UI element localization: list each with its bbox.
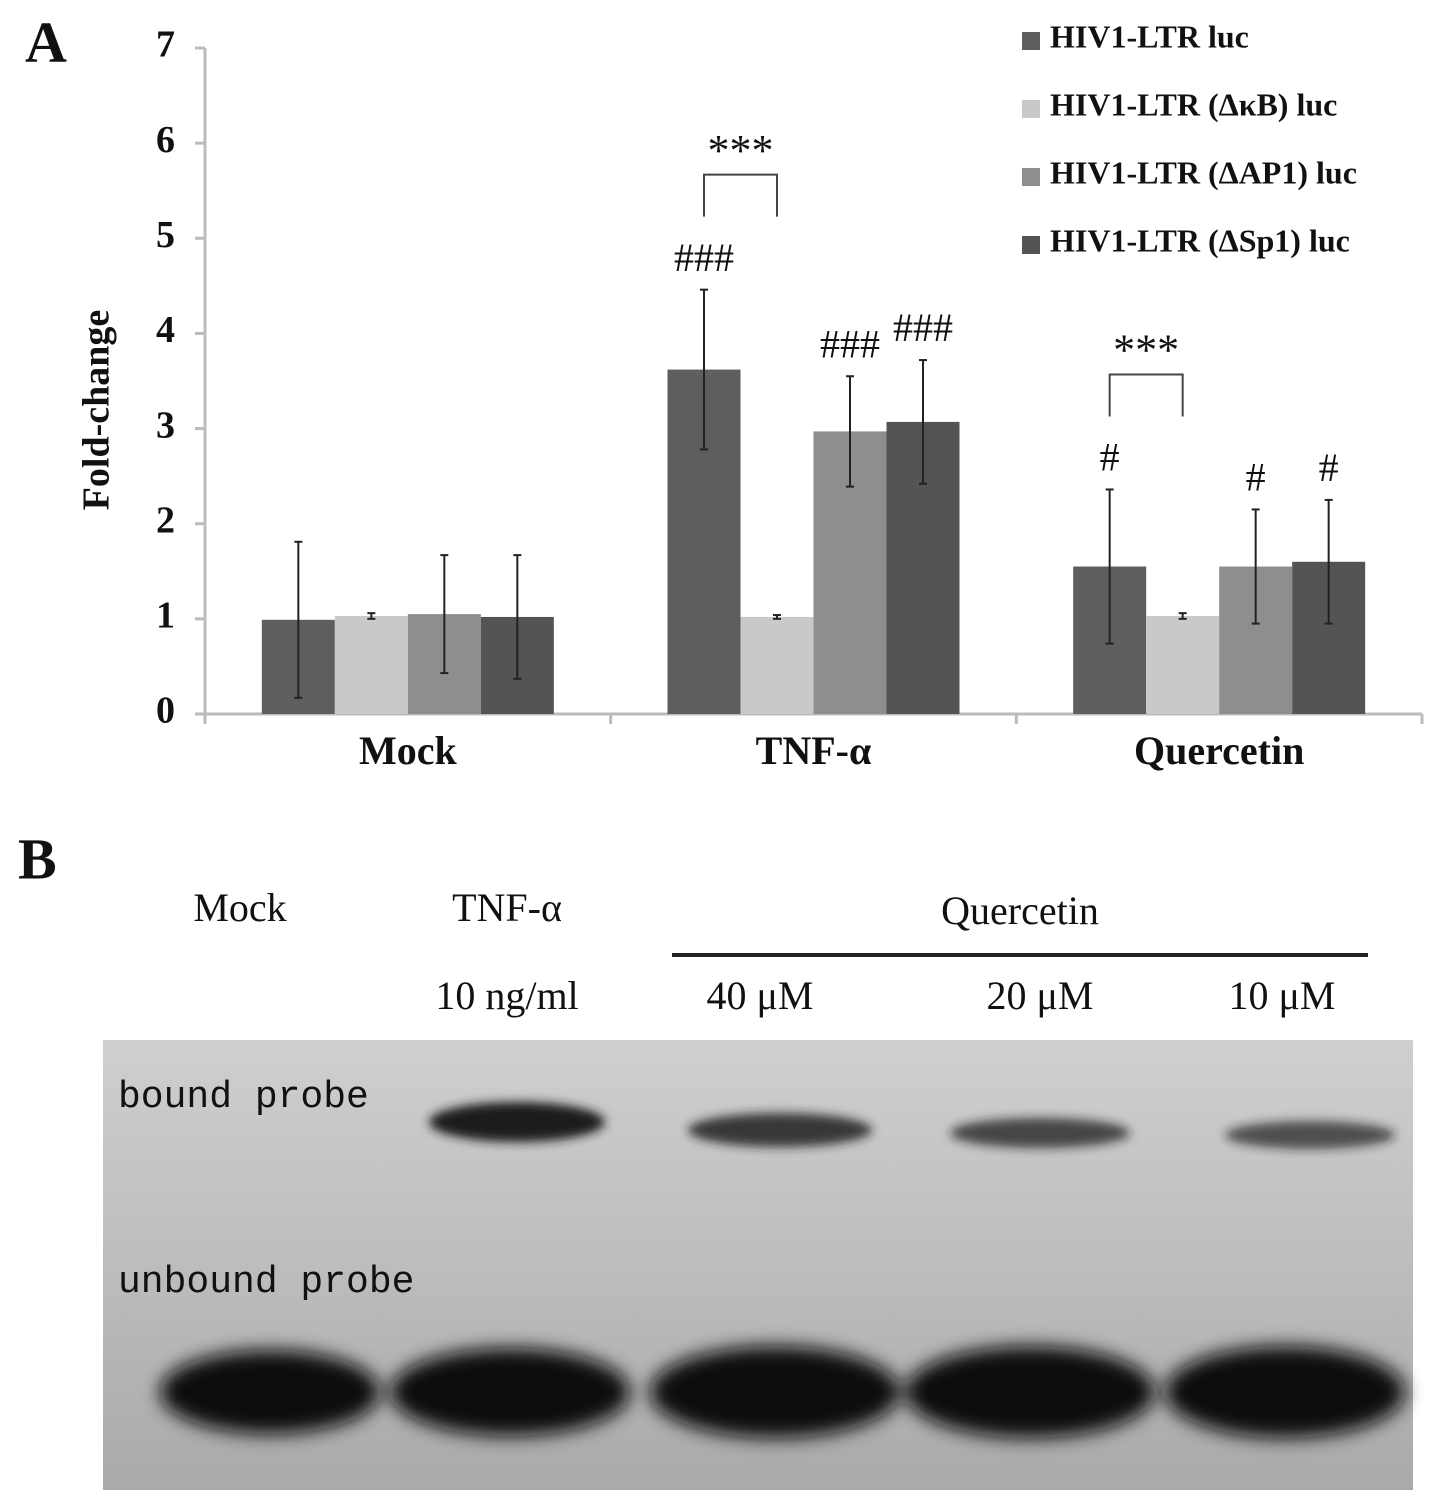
dose-label: 10 ng/ml (435, 973, 578, 1018)
band (950, 1118, 1130, 1148)
x-tick-label: Mock (359, 728, 458, 773)
legend-label: HIV1-LTR (ΔκB) luc (1050, 86, 1337, 122)
bar (1146, 616, 1220, 714)
legend-swatch (1022, 168, 1040, 186)
y-tick-label: 1 (156, 595, 175, 637)
annotation: # (1246, 455, 1266, 500)
band (905, 1346, 1155, 1438)
annotation: ### (893, 305, 953, 350)
legend-swatch (1022, 236, 1040, 254)
gel-image (103, 1040, 1413, 1490)
dose-label: 20 μM (986, 973, 1093, 1018)
band (650, 1346, 900, 1438)
y-tick-label: 7 (156, 24, 175, 66)
significance-bracket (703, 173, 778, 217)
lane-label: Mock (193, 885, 286, 930)
lane-label: TNF-α (452, 885, 562, 930)
bar (740, 616, 814, 714)
panel-label: A (25, 9, 67, 74)
band-label: unbound probe (118, 1261, 414, 1304)
legend-swatch (1022, 32, 1040, 50)
bound-bands (429, 1102, 1395, 1149)
legend-label: HIV1-LTR luc (1050, 18, 1249, 54)
y-tick-label: 4 (156, 309, 175, 351)
unbound-bands (160, 1346, 1405, 1438)
band (429, 1102, 605, 1142)
panel-label: B (18, 826, 57, 891)
x-tick-label: TNF-α (756, 728, 872, 773)
y-axis-label: Fold-change (76, 310, 118, 511)
significance-label: *** (1113, 326, 1179, 375)
dose-label: 40 μM (706, 973, 813, 1018)
annotation: # (1319, 445, 1339, 490)
annotation: # (1100, 435, 1120, 480)
band-label: bound probe (118, 1076, 369, 1119)
y-tick-label: 2 (156, 499, 175, 541)
band (1225, 1121, 1395, 1149)
y-tick-label: 5 (156, 214, 175, 256)
y-tick-label: 0 (156, 690, 175, 732)
x-tick-label: Quercetin (1134, 728, 1304, 773)
significance-label: *** (708, 126, 774, 175)
annotation: ### (820, 321, 880, 366)
band (688, 1113, 872, 1147)
group-label: Quercetin (941, 888, 1099, 933)
annotation: ### (674, 235, 734, 280)
y-tick-label: 3 (156, 404, 175, 446)
band (1165, 1346, 1405, 1438)
y-tick-label: 6 (156, 119, 175, 161)
legend-swatch (1022, 100, 1040, 118)
significance-bracket (1108, 373, 1184, 417)
band (390, 1348, 630, 1436)
dose-label: 10 μM (1228, 973, 1335, 1018)
legend-label: HIV1-LTR (ΔSp1) luc (1050, 222, 1350, 258)
bar (334, 616, 408, 714)
legend-label: HIV1-LTR (ΔAP1) luc (1050, 154, 1357, 190)
band (160, 1350, 380, 1434)
